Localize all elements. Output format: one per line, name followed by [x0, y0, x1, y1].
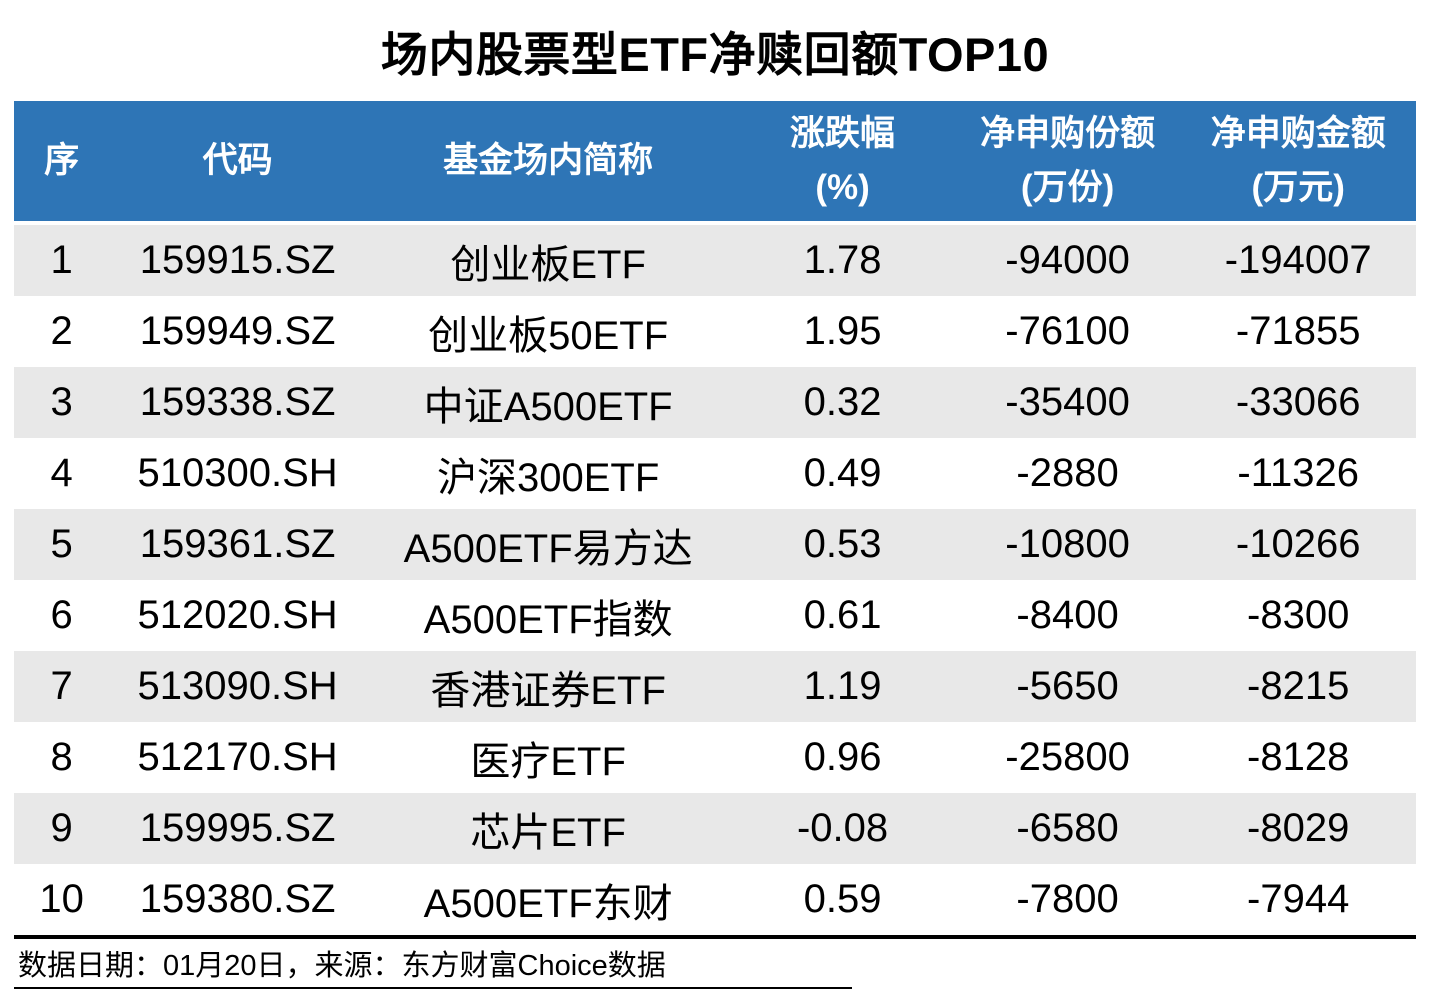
cell-code: 159915.SZ — [139, 238, 336, 282]
cell-change-pct: 1.95 — [803, 309, 882, 353]
cell-rank: 7 — [50, 664, 73, 708]
table-row: 8 512170.SH 医疗ETF 0.96 -25800 -8128 — [14, 722, 1416, 793]
cell-rank: 4 — [50, 451, 73, 495]
source-note: 数据日期：01月20日，来源：东方财富Choice数据 — [14, 939, 1416, 987]
etf-table: 序 代码 基金场内简称 涨跌幅 (%) 净申购份额 (万份) 净申购金额 (万元… — [14, 101, 1416, 935]
cell-code: 512170.SH — [137, 735, 338, 779]
cell-net-amount: -8128 — [1247, 735, 1350, 779]
cell-rank: 9 — [50, 806, 73, 850]
cell-code: 159949.SZ — [139, 309, 336, 353]
col-header-code-label: 代码 — [202, 140, 273, 180]
table-row: 10 159380.SZ A500ETF东财 0.59 -7800 -7944 — [14, 864, 1416, 935]
table-row: 9 159995.SZ 芯片ETF -0.08 -6580 -8029 — [14, 793, 1416, 864]
col-header-net-shares-label: 净申购份额 — [980, 113, 1156, 153]
cell-rank: 1 — [50, 238, 73, 282]
cell-net-shares: -10800 — [1005, 522, 1130, 566]
cell-net-amount: -33066 — [1235, 380, 1361, 424]
cell-rank: 5 — [50, 522, 73, 566]
cell-change-pct: 1.19 — [803, 664, 882, 708]
table-row: 2 159949.SZ 创业板50ETF 1.95 -76100 -71855 — [14, 296, 1416, 367]
cell-net-shares: -7800 — [1016, 877, 1119, 921]
cell-fund-name: 芯片ETF — [470, 810, 626, 855]
cell-change-pct: 0.61 — [803, 593, 882, 637]
cell-change-pct: 0.96 — [803, 735, 882, 779]
cell-net-amount: -8029 — [1247, 806, 1350, 850]
cell-net-amount: -8215 — [1247, 664, 1350, 708]
col-header-rank: 序 — [14, 101, 109, 221]
cell-net-shares: -6580 — [1016, 806, 1119, 850]
cell-change-pct: -0.08 — [796, 806, 889, 850]
cell-code: 513090.SH — [137, 664, 338, 708]
cell-net-amount: -8300 — [1247, 593, 1350, 637]
cell-net-amount: -10266 — [1235, 522, 1361, 566]
table-body: 1 159915.SZ 创业板ETF 1.78 -94000 -194007 2… — [14, 225, 1416, 935]
table-row: 5 159361.SZ A500ETF易方达 0.53 -10800 -1026… — [14, 509, 1416, 580]
cell-fund-name: 创业板50ETF — [428, 313, 669, 358]
table-row: 3 159338.SZ 中证A500ETF 0.32 -35400 -33066 — [14, 367, 1416, 438]
cell-net-shares: -76100 — [1005, 309, 1130, 353]
cell-rank: 2 — [50, 309, 73, 353]
cell-change-pct: 0.53 — [803, 522, 882, 566]
cell-net-shares: -8400 — [1016, 593, 1119, 637]
cell-net-amount: -11326 — [1237, 451, 1359, 495]
cell-net-shares: -5650 — [1016, 664, 1119, 708]
table-row: 1 159915.SZ 创业板ETF 1.78 -94000 -194007 — [14, 225, 1416, 296]
divider-thin — [14, 987, 852, 989]
table-row: 4 510300.SH 沪深300ETF 0.49 -2880 -11326 — [14, 438, 1416, 509]
col-header-fund-name-label: 基金场内简称 — [443, 140, 654, 180]
cell-net-shares: -25800 — [1005, 735, 1130, 779]
cell-fund-name: 香港证券ETF — [430, 668, 666, 713]
page-title: 场内股票型ETF净赎回额TOP10 — [380, 28, 1050, 81]
cell-net-amount: -194007 — [1224, 238, 1372, 282]
cell-change-pct: 0.32 — [803, 380, 882, 424]
col-header-change-pct-unit: (%) — [815, 168, 870, 207]
table-header-row: 序 代码 基金场内简称 涨跌幅 (%) 净申购份额 (万份) 净申购金额 (万元… — [14, 101, 1416, 221]
cell-change-pct: 1.78 — [803, 238, 882, 282]
table-row: 7 513090.SH 香港证券ETF 1.19 -5650 -8215 — [14, 651, 1416, 722]
cell-code: 510300.SH — [137, 451, 338, 495]
cell-fund-name: 医疗ETF — [470, 739, 626, 784]
col-header-net-amount: 净申购金额 (万元) — [1180, 101, 1416, 221]
cell-fund-name: 创业板ETF — [450, 242, 646, 287]
cell-code: 159338.SZ — [139, 380, 336, 424]
cell-change-pct: 0.49 — [803, 451, 882, 495]
col-header-change-pct: 涨跌幅 (%) — [730, 101, 954, 221]
cell-rank: 3 — [50, 380, 73, 424]
cell-net-shares: -2880 — [1016, 451, 1119, 495]
source-note-text: 数据日期：01月20日，来源：东方财富Choice数据 — [18, 950, 666, 982]
col-header-code: 代码 — [109, 101, 366, 221]
cell-net-shares: -94000 — [1005, 238, 1130, 282]
cell-fund-name: 沪深300ETF — [437, 455, 660, 500]
cell-code: 159361.SZ — [139, 522, 336, 566]
divider-thick — [14, 935, 1416, 939]
cell-rank: 8 — [50, 735, 73, 779]
col-header-change-pct-label: 涨跌幅 — [790, 113, 896, 153]
col-header-net-amount-label: 净申购金额 — [1210, 113, 1386, 153]
cell-fund-name: A500ETF指数 — [423, 597, 673, 642]
cell-code: 159380.SZ — [139, 877, 336, 921]
col-header-net-shares: 净申购份额 (万份) — [955, 101, 1181, 221]
col-header-net-amount-unit: (万元) — [1251, 168, 1345, 207]
cell-fund-name: A500ETF易方达 — [403, 526, 693, 571]
cell-code: 159995.SZ — [139, 806, 336, 850]
cell-change-pct: 0.59 — [803, 877, 882, 921]
cell-code: 512020.SH — [137, 593, 338, 637]
cell-fund-name: A500ETF东财 — [423, 881, 673, 926]
col-header-rank-label: 序 — [44, 140, 80, 180]
cell-net-shares: -35400 — [1005, 380, 1130, 424]
col-header-net-shares-unit: (万份) — [1020, 168, 1115, 207]
cell-rank: 10 — [39, 877, 84, 921]
col-header-fund-name: 基金场内简称 — [366, 101, 731, 221]
cell-rank: 6 — [50, 593, 73, 637]
cell-net-amount: -7944 — [1247, 877, 1350, 921]
cell-net-amount: -71855 — [1235, 309, 1361, 353]
table-row: 6 512020.SH A500ETF指数 0.61 -8400 -8300 — [14, 580, 1416, 651]
cell-fund-name: 中证A500ETF — [423, 384, 673, 429]
